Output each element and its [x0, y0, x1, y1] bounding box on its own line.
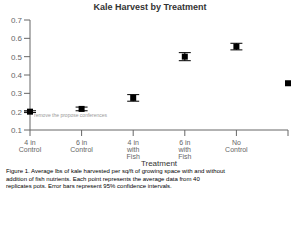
html-text:remove the propose conferences: remove the propose conferences: [34, 112, 108, 118]
svg-text:Treatment: Treatment: [141, 159, 178, 166]
html-text:Kale Harvest by Treatment: Kale Harvest by Treatment: [93, 2, 207, 12]
html-text:Figure 1. Average lbs of kale: Figure 1. Average lbs of kale harvested …: [6, 168, 225, 189]
svg-text:0.4: 0.4: [11, 71, 23, 80]
svg-text:0.1: 0.1: [11, 126, 23, 135]
svg-text:NoControl: NoControl: [225, 139, 248, 153]
svg-text:6 inwithFish: 6 inwithFish: [178, 139, 192, 160]
svg-text:6 inControl: 6 inControl: [70, 139, 93, 153]
svg-text:4 inControl: 4 inControl: [19, 139, 42, 153]
svg-text:0.6: 0.6: [11, 34, 23, 43]
svg-text:0.7: 0.7: [11, 16, 23, 25]
svg-text:0.3: 0.3: [11, 89, 23, 98]
svg-text:0.5: 0.5: [11, 53, 23, 62]
svg-text:4 inwithFish: 4 inwithFish: [126, 139, 140, 160]
svg-text:0.2: 0.2: [11, 108, 23, 117]
